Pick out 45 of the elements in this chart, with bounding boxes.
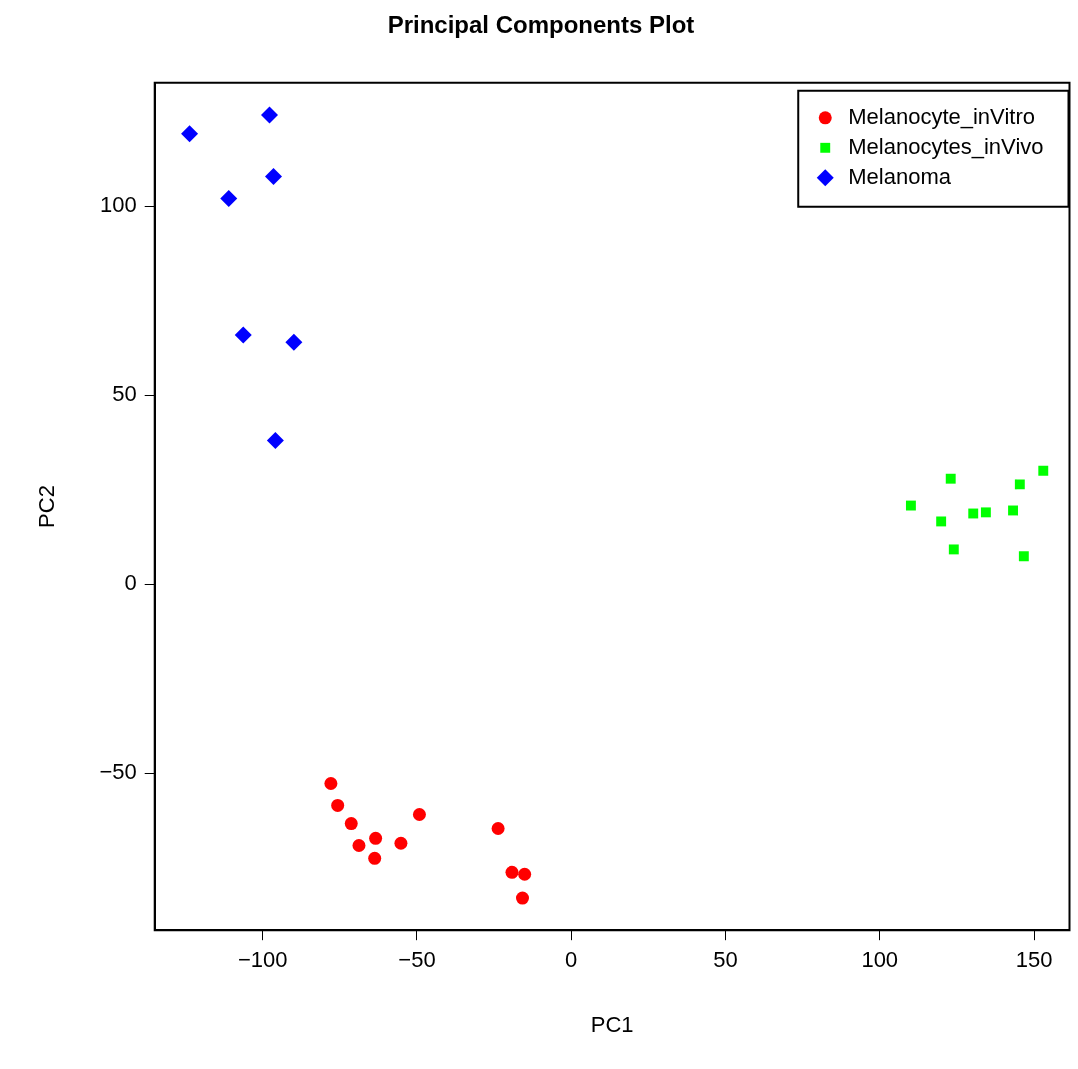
point bbox=[518, 867, 532, 881]
legend-label: Melanocytes_inVivo bbox=[848, 133, 1044, 159]
point bbox=[181, 125, 199, 143]
point bbox=[368, 851, 382, 865]
y-tick-label: 100 bbox=[100, 192, 137, 218]
x-tick-label: −100 bbox=[237, 947, 288, 973]
x-tick-label: −50 bbox=[398, 947, 436, 973]
legend-label: Melanocyte_inVitro bbox=[848, 103, 1035, 129]
x-tick-label: 150 bbox=[1015, 947, 1053, 973]
point bbox=[265, 168, 282, 186]
x-axis-title: PC1 bbox=[590, 1011, 634, 1037]
point bbox=[266, 432, 284, 450]
point bbox=[1038, 465, 1049, 476]
point bbox=[285, 333, 303, 351]
y-axis-title: PC2 bbox=[34, 485, 60, 528]
point bbox=[260, 106, 278, 124]
point bbox=[369, 831, 383, 845]
point bbox=[936, 516, 947, 527]
point bbox=[324, 776, 338, 790]
point bbox=[331, 798, 345, 812]
point bbox=[352, 839, 366, 852]
y-tick-label: 0 bbox=[124, 570, 137, 596]
x-tick-label: 0 bbox=[565, 947, 578, 973]
point bbox=[412, 807, 426, 821]
y-tick-label: −50 bbox=[99, 759, 137, 785]
point bbox=[515, 891, 529, 905]
point bbox=[948, 544, 959, 555]
point bbox=[945, 473, 956, 484]
point bbox=[1018, 551, 1029, 562]
point bbox=[905, 500, 916, 511]
point bbox=[491, 821, 505, 835]
point bbox=[394, 836, 408, 850]
point bbox=[220, 190, 238, 208]
point bbox=[980, 507, 991, 518]
point bbox=[1008, 505, 1018, 516]
legend-label: Melanoma bbox=[848, 163, 952, 189]
chart-title: Principal Components Plot bbox=[387, 11, 695, 39]
point bbox=[968, 508, 979, 519]
point bbox=[505, 865, 519, 879]
point bbox=[234, 326, 252, 344]
x-tick-label: 50 bbox=[713, 947, 738, 973]
y-tick-label: 50 bbox=[112, 381, 137, 407]
x-tick-label: 100 bbox=[861, 947, 899, 973]
point bbox=[344, 817, 358, 831]
point bbox=[1014, 479, 1025, 490]
